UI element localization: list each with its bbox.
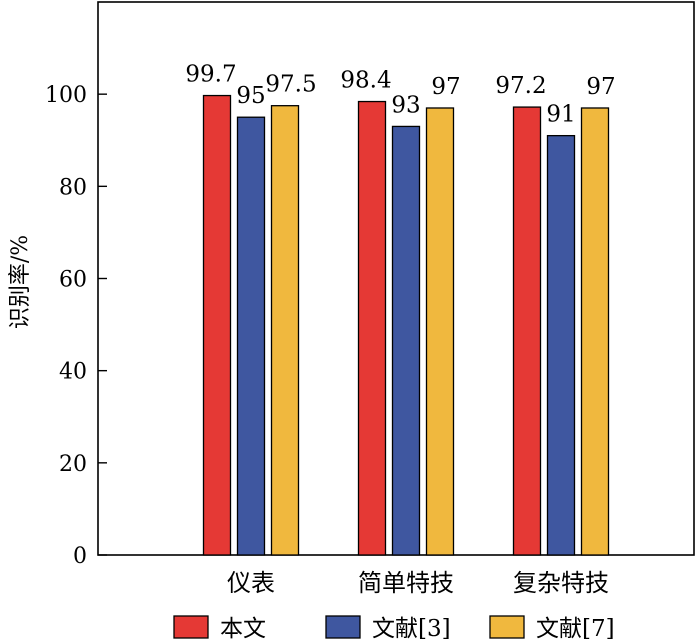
bar xyxy=(270,105,300,556)
bar xyxy=(236,116,266,556)
bar-value-label: 97 xyxy=(586,74,615,100)
bar xyxy=(546,134,576,556)
bar-value-label: 95 xyxy=(236,83,265,109)
legend-label: 文献[7] xyxy=(536,616,615,641)
legend-swatch xyxy=(173,615,209,639)
bar xyxy=(425,107,455,556)
bar-value-label: 93 xyxy=(391,92,420,118)
category-label: 仪表 xyxy=(227,569,275,597)
bar xyxy=(202,94,232,556)
category-label: 简单特技 xyxy=(358,569,454,597)
bar-value-label: 97 xyxy=(431,74,460,100)
y-axis-label: 识别率/% xyxy=(8,235,33,329)
bar-value-label: 97.2 xyxy=(495,73,546,99)
legend-label: 文献[3] xyxy=(372,616,451,641)
bar-value-label: 99.7 xyxy=(185,62,236,88)
y-tick-label: 20 xyxy=(59,452,87,477)
bar-value-label: 97.5 xyxy=(265,72,316,98)
legend-swatch xyxy=(489,615,525,639)
bar xyxy=(580,107,610,556)
y-tick-label: 100 xyxy=(45,83,87,108)
bar-value-label: 98.4 xyxy=(340,68,391,94)
bar xyxy=(357,100,387,556)
bar xyxy=(391,125,421,556)
category-label: 复杂特技 xyxy=(513,569,609,597)
legend-swatch xyxy=(325,615,361,639)
y-tick-label: 0 xyxy=(73,544,87,569)
y-tick-label: 60 xyxy=(59,268,87,293)
y-tick-label: 80 xyxy=(59,175,87,200)
y-tick-label: 40 xyxy=(59,360,87,385)
bar-value-label: 91 xyxy=(546,102,575,128)
bar xyxy=(512,106,542,556)
legend-label: 本文 xyxy=(220,616,266,641)
